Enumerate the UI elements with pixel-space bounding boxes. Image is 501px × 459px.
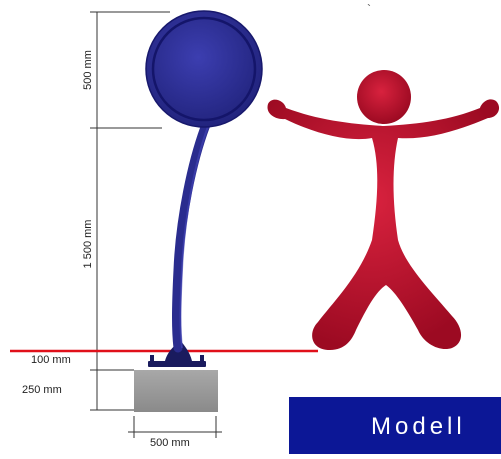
model-box: Modell [289,397,501,454]
sign-post [172,117,212,353]
foundation-height-label: 250 mm [22,384,62,396]
round-sign [146,11,262,127]
foundation-width-label: 500 mm [150,437,190,449]
post-height-label: 1 500 mm [82,219,94,269]
sign-inner-ring [151,16,257,122]
foundation-block [134,370,218,412]
sign-height-label: 500 mm [82,50,94,90]
figure-head [357,70,411,124]
model-label: Modell [371,413,466,440]
figure-body [267,99,500,350]
stray-mark: ` [367,2,371,16]
human-figure-graphic [267,70,500,350]
dimension-lines [90,11,222,438]
base-plate-label: 100 mm [31,354,71,366]
